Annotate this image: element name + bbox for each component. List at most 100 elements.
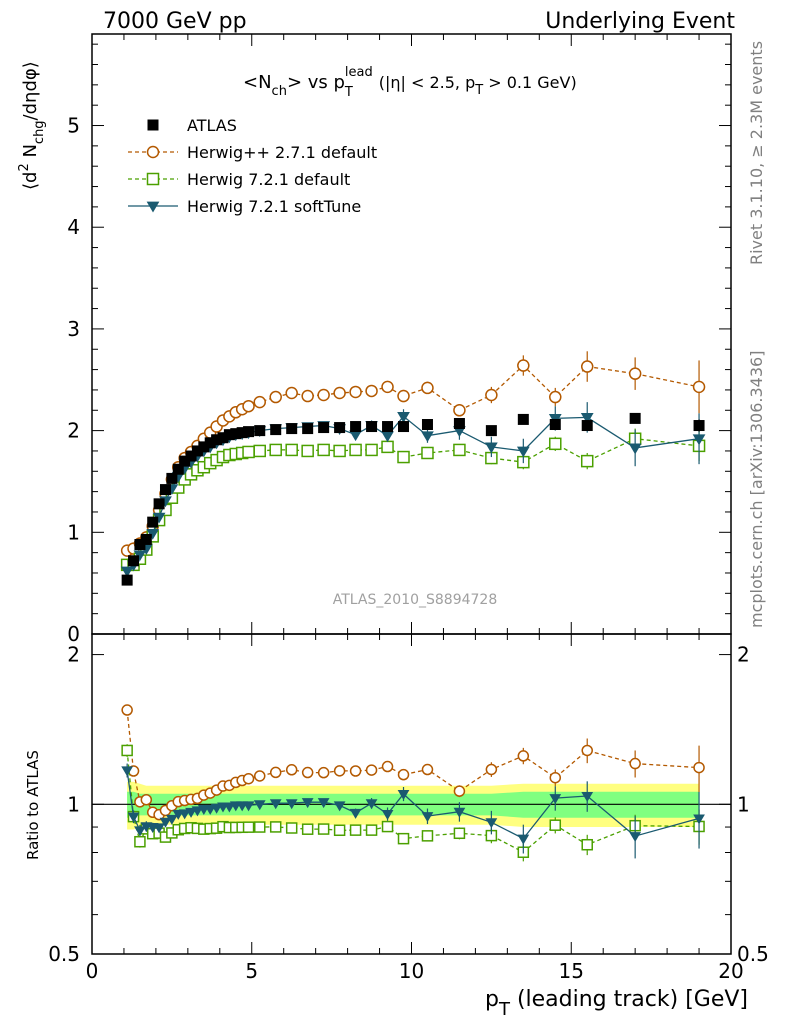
plot-title: <Nch> vs pTlead(|η| < 2.5, pT > 0.1 GeV)	[243, 65, 577, 100]
point-soft	[421, 431, 434, 443]
analysis-watermark: ATLAS_2010_S8894728	[333, 592, 498, 608]
point-h271	[285, 764, 298, 776]
point-h271	[485, 763, 498, 776]
point-h271	[628, 367, 642, 380]
point-soft	[516, 446, 530, 458]
plot-title-sup-lead: lead	[345, 65, 373, 80]
point-soft	[242, 801, 255, 812]
point-h721	[365, 443, 378, 457]
main-plot-panel: 0 1 2 3 4 5	[67, 33, 732, 646]
point-h271	[421, 763, 434, 776]
point-soft	[178, 809, 191, 820]
point-h721	[285, 443, 298, 457]
ratio-y-tick-label-left: 1	[67, 792, 80, 816]
ratio-plot-panel: 0 5 10 15 200.5 0.51 12 2	[48, 633, 769, 983]
point-h271	[517, 750, 530, 762]
point-soft	[269, 799, 282, 810]
point-data	[318, 422, 330, 434]
point-soft	[204, 804, 217, 815]
point-soft	[349, 430, 362, 442]
plot-title-sub-t: T	[344, 85, 353, 100]
point-h271	[349, 385, 362, 399]
point-soft	[581, 792, 594, 803]
x-tick-label: 20	[718, 959, 743, 983]
point-h271	[317, 766, 330, 779]
point-soft	[485, 442, 498, 454]
main-y-axis-label: ⟨d2 Nchg/dηdφ⟩	[17, 61, 47, 190]
point-soft	[629, 832, 642, 843]
point-h721	[134, 835, 146, 848]
point-h271	[365, 384, 378, 398]
x-tick-label: 5	[245, 959, 258, 983]
legend-label-soft: Herwig 7.2.1 softTune	[187, 197, 361, 216]
point-data	[159, 484, 171, 496]
point-h721	[349, 824, 362, 836]
point-soft	[121, 766, 134, 777]
legend-marker-h721	[146, 172, 160, 186]
point-h721	[549, 437, 562, 451]
point-soft	[517, 834, 530, 845]
point-soft	[580, 413, 594, 424]
point-data	[517, 413, 529, 425]
point-h271	[333, 765, 346, 777]
point-h271	[349, 765, 362, 777]
point-h271	[269, 390, 282, 404]
ratio-y-tick-label-right: 2	[737, 643, 750, 667]
point-h721	[549, 819, 562, 831]
legend-marker-h271	[146, 145, 160, 159]
plot-title-vs: > vs p	[287, 72, 345, 93]
main-y-label-sup: 2	[17, 163, 32, 171]
main-y-tick-label: 2	[67, 419, 80, 443]
point-data	[366, 421, 378, 433]
series-soft	[121, 763, 705, 859]
legend-marker-data	[147, 119, 159, 131]
point-h721	[269, 443, 282, 457]
point-h721	[121, 744, 133, 757]
point-data	[421, 419, 433, 431]
point-h271	[629, 757, 641, 770]
main-y-tick-label: 0	[67, 622, 80, 646]
ratio-y-tick-label-left: 0.5	[48, 942, 80, 966]
point-h721	[581, 838, 593, 851]
point-data	[629, 412, 641, 424]
point-h721	[301, 823, 314, 835]
point-soft	[301, 798, 314, 809]
mcplots-text: mcplots.cern.ch [arXiv:1306.3436]	[747, 351, 766, 628]
point-h271	[333, 386, 346, 400]
point-data	[485, 425, 497, 437]
point-h721	[453, 827, 466, 840]
point-data	[217, 432, 229, 444]
point-data	[223, 429, 235, 441]
point-h721	[269, 821, 282, 833]
point-data	[172, 463, 184, 475]
point-h721	[253, 821, 266, 833]
point-h271	[692, 380, 706, 394]
point-h271	[581, 744, 593, 757]
point-soft	[693, 814, 705, 825]
point-data	[581, 420, 593, 432]
point-soft	[166, 814, 178, 825]
point-soft	[253, 800, 266, 811]
series-h721	[121, 744, 705, 862]
point-data	[270, 424, 282, 436]
point-h271	[140, 793, 153, 806]
point-h721	[333, 444, 346, 458]
point-h271	[381, 380, 394, 394]
point-soft	[185, 807, 197, 818]
series-data	[121, 412, 705, 586]
point-h271	[253, 395, 266, 409]
point-soft	[120, 566, 134, 578]
energy-label: 7000 GeV pp	[103, 9, 247, 34]
point-h271	[549, 390, 562, 404]
point-h271	[421, 381, 434, 395]
main-y-label-a: ⟨d	[20, 172, 41, 190]
process-label: Underlying Event	[545, 9, 735, 34]
point-h271	[485, 388, 498, 402]
legend-label-h271: Herwig++ 2.7.1 default	[187, 143, 377, 162]
point-soft	[210, 803, 223, 814]
point-h721	[242, 445, 255, 459]
rivet-version-text: Rivet 3.1.10, ≥ 2.3M events	[747, 41, 766, 265]
point-h721	[285, 822, 298, 834]
point-h271	[453, 404, 466, 417]
point-h271	[269, 766, 282, 779]
